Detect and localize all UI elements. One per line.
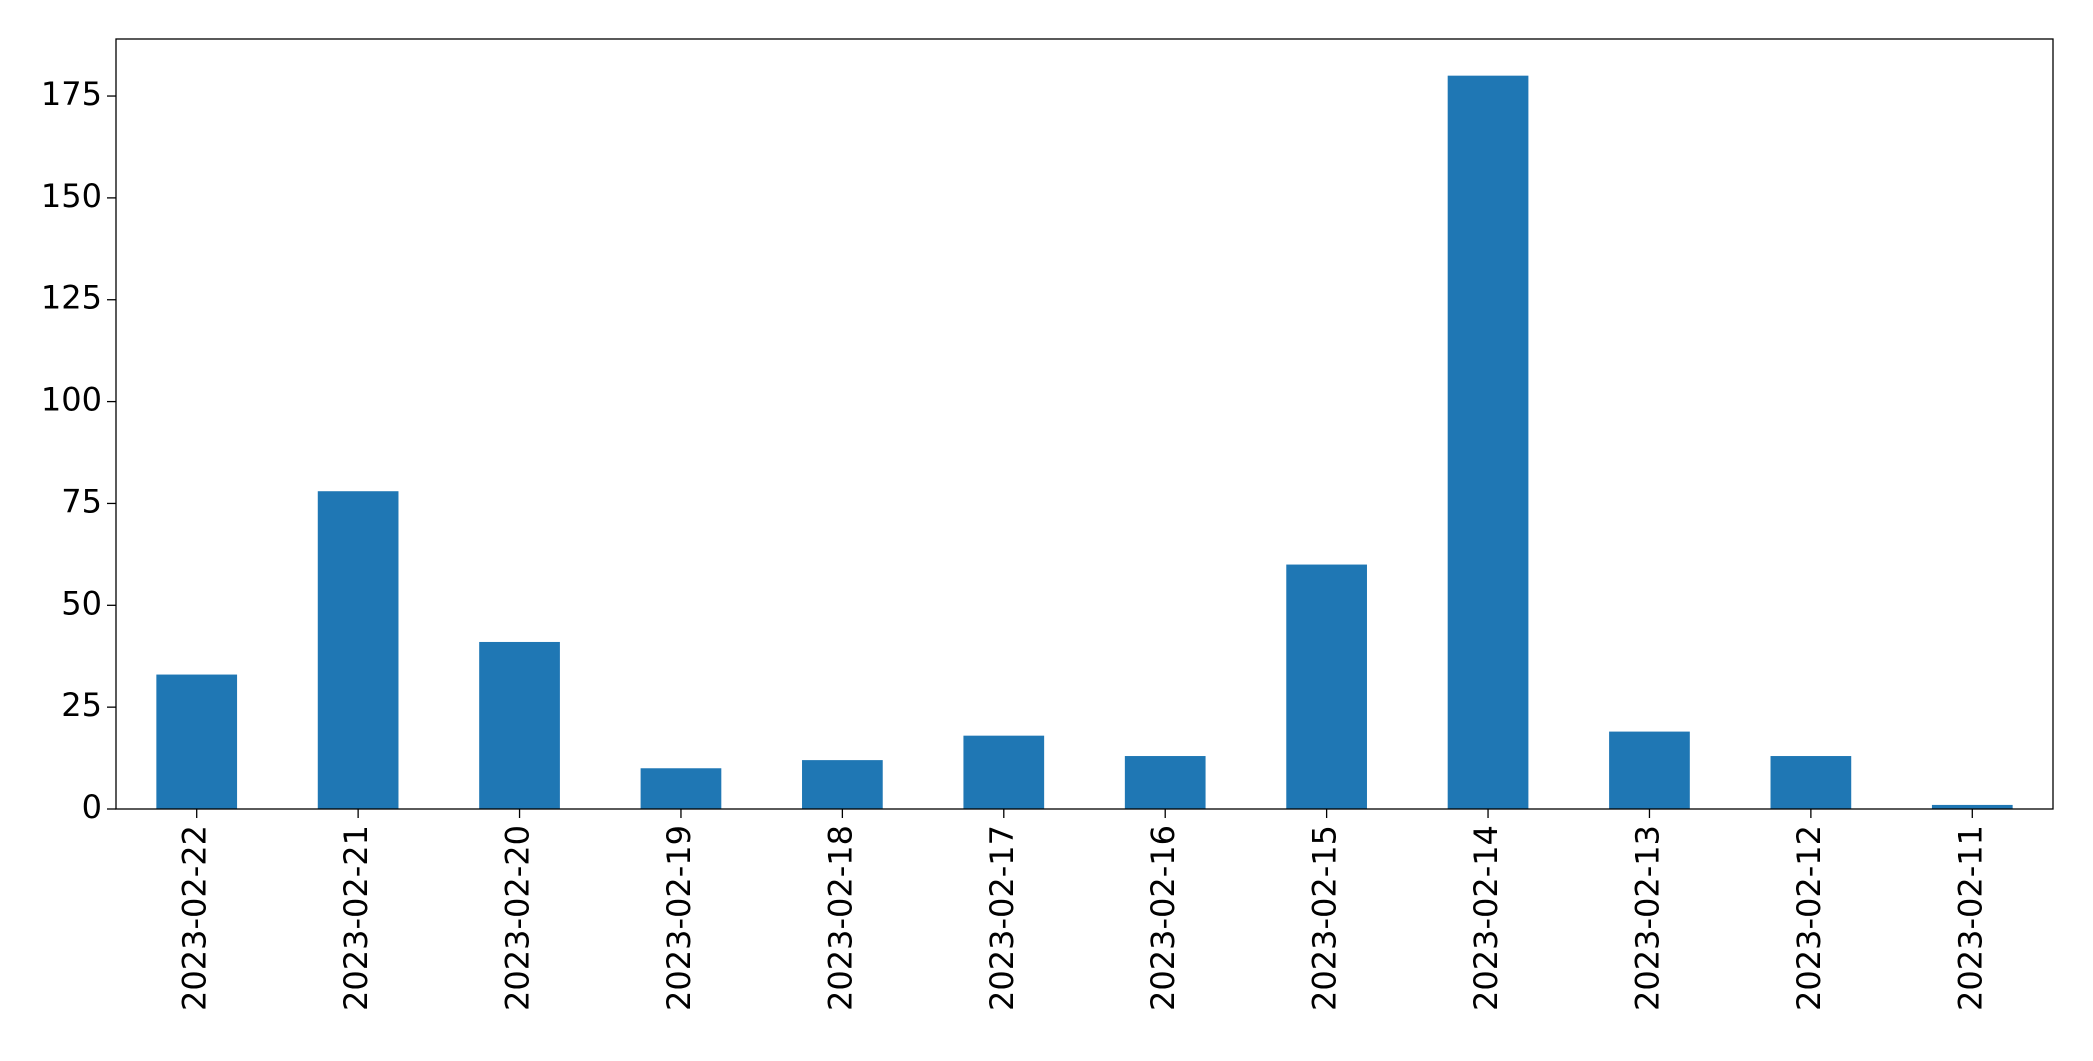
- x-tick-label: 2023-02-20: [499, 825, 537, 1011]
- x-tick-label: 2023-02-18: [821, 825, 859, 1011]
- bar: [1286, 564, 1367, 809]
- y-tick-label: 75: [61, 482, 102, 520]
- y-tick-label: 175: [41, 75, 102, 113]
- x-tick-label: 2023-02-16: [1144, 825, 1182, 1011]
- x-tick-label: 2023-02-14: [1467, 825, 1505, 1011]
- x-tick-label: 2023-02-19: [660, 825, 698, 1011]
- y-tick-label: 125: [41, 279, 102, 317]
- bar: [1770, 756, 1852, 809]
- plot-frame: [115, 38, 2054, 810]
- y-tick-label: 0: [82, 788, 102, 826]
- bar: [479, 641, 560, 809]
- x-tick-label: 2023-02-13: [1628, 825, 1666, 1011]
- bar: [1609, 731, 1690, 809]
- bar: [156, 674, 238, 809]
- bar: [963, 735, 1045, 809]
- bar: [1447, 75, 1529, 809]
- x-tick-label: 2023-02-21: [337, 825, 375, 1011]
- x-tick-label: 2023-02-17: [983, 825, 1021, 1011]
- x-tick-label: 2023-02-15: [1306, 825, 1344, 1011]
- bar: [1124, 756, 1206, 809]
- x-tick-label: 2023-02-12: [1790, 825, 1828, 1011]
- x-tick-label: 2023-02-22: [176, 825, 214, 1011]
- x-tick-label: 2023-02-11: [1951, 825, 1989, 1011]
- y-tick-label: 25: [61, 686, 102, 724]
- bar: [317, 491, 399, 809]
- bar: [640, 768, 722, 809]
- bar: [802, 760, 883, 809]
- y-tick-label: 50: [61, 584, 102, 622]
- y-tick-label: 100: [41, 381, 102, 419]
- y-tick-label: 150: [41, 177, 102, 215]
- bar: [1931, 804, 2013, 809]
